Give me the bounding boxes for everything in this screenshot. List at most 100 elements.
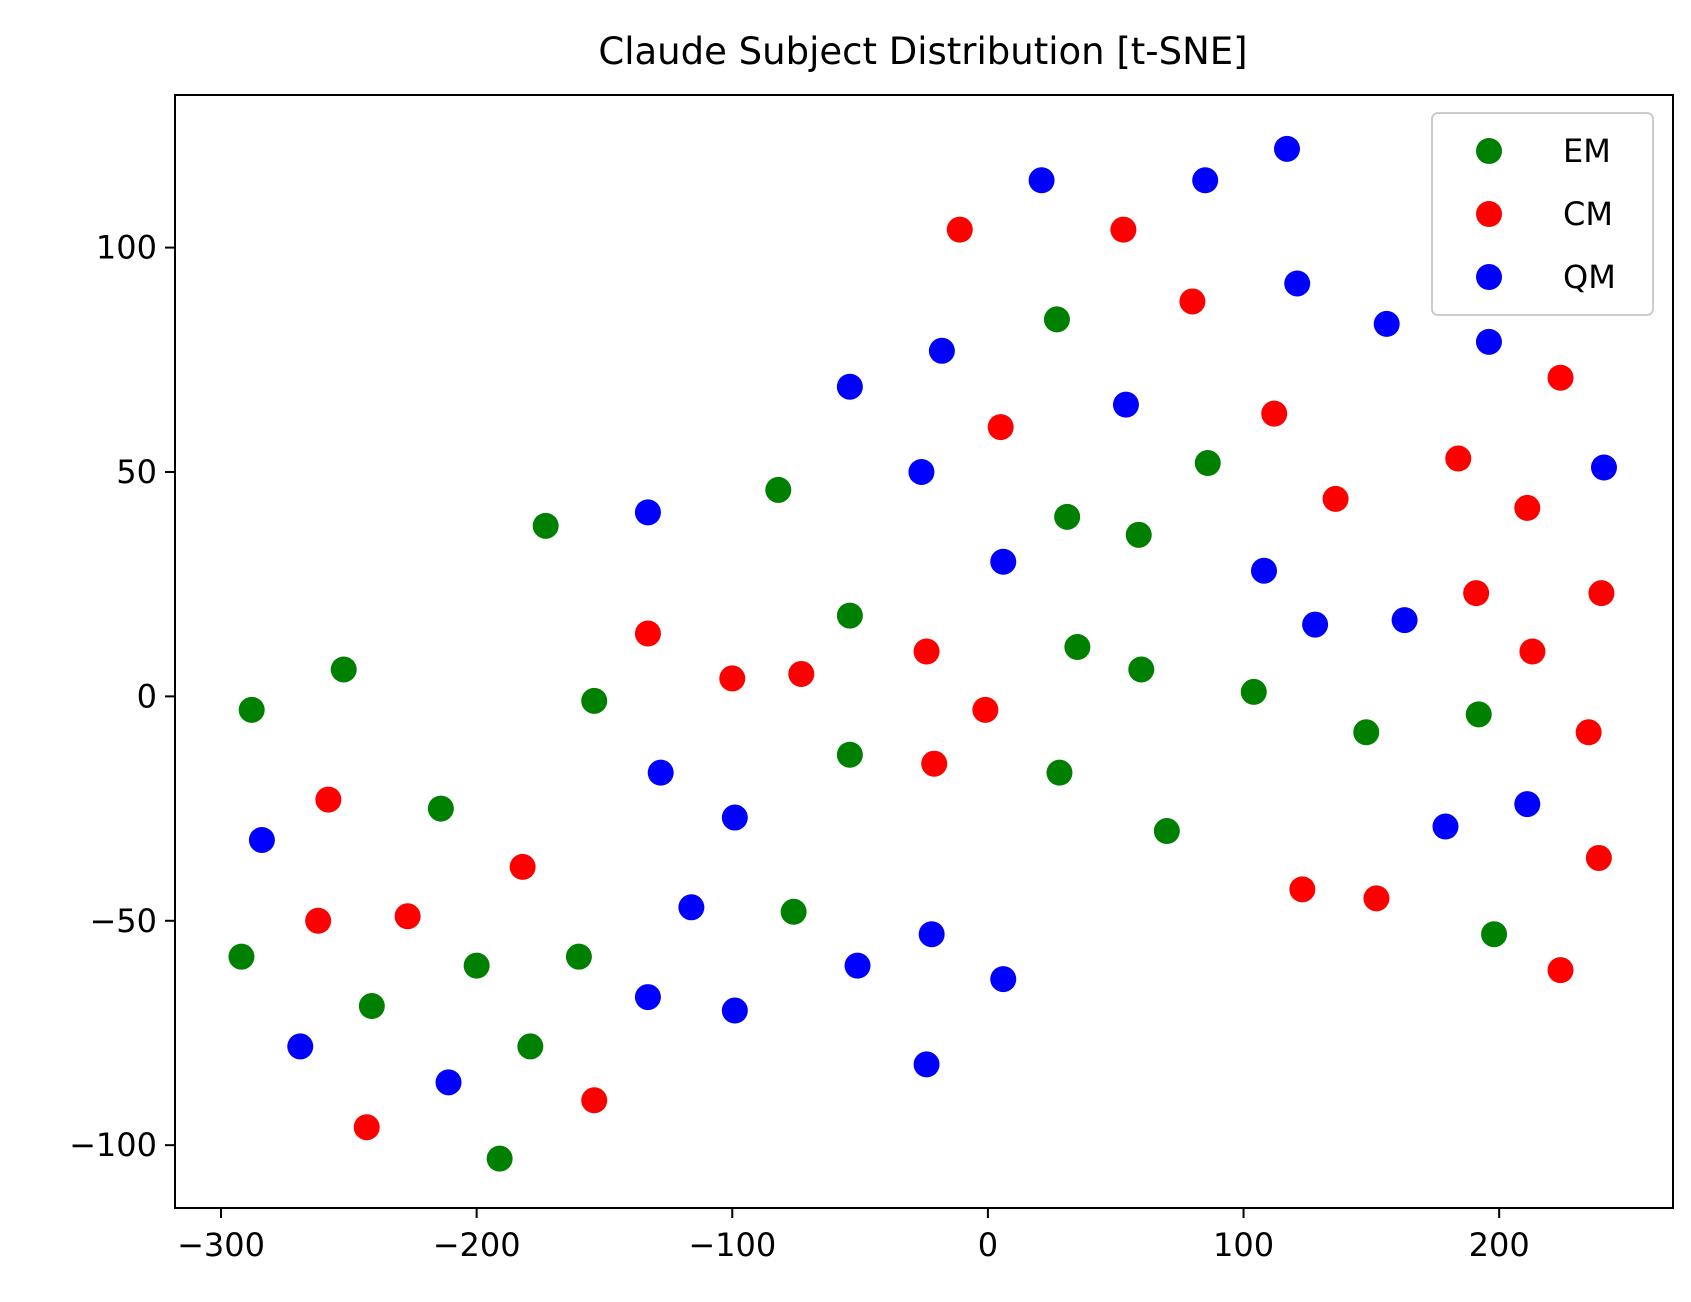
point-em-17 [1064,634,1091,661]
legend: EM CM QM [1431,112,1654,316]
chart-title: Claude Subject Distribution [t-SNE] [598,30,1247,73]
point-cm-21 [1463,580,1490,607]
point-qm-19 [1192,167,1219,194]
point-qm-7 [721,997,748,1024]
point-em-16 [1054,503,1081,530]
point-em-4 [358,993,385,1020]
axes-layer: −300 −200 −100 0 100 200 −100 −50 0 50 100 [69,229,1530,1264]
point-em-15 [1043,306,1070,333]
point-qm-2 [435,1069,462,1096]
point-cm-8 [788,660,815,687]
point-cm-19 [1363,885,1390,912]
point-cm-5 [581,1087,608,1114]
point-em-11 [765,476,792,503]
point-cm-17 [1322,485,1349,512]
point-qm-28 [1514,791,1541,818]
point-qm-15 [990,548,1017,575]
point-cm-6 [634,620,661,647]
point-qm-5 [678,894,705,921]
points-layer [228,135,1617,1172]
legend-label-qm: QM [1563,258,1616,296]
point-em-10 [532,512,559,539]
point-em-7 [517,1033,544,1060]
point-em-14 [780,898,807,925]
point-qm-12 [928,337,955,364]
point-qm-13 [918,921,945,948]
y-tick-label: 50 [116,453,157,491]
point-qm-4 [647,759,674,786]
point-em-0 [238,696,265,723]
point-cm-9 [913,638,940,665]
point-qm-26 [1432,813,1459,840]
point-qm-11 [908,458,935,485]
point-cm-15 [1179,288,1206,315]
point-em-9 [581,687,608,714]
point-cm-7 [719,665,746,692]
point-em-12 [836,602,863,629]
point-cm-11 [972,696,999,723]
plot-frame [174,94,1674,1209]
point-qm-23 [1302,611,1329,638]
point-qm-22 [1284,270,1311,297]
point-cm-28 [1547,957,1574,984]
legend-items: EM CM QM [1476,132,1616,296]
point-cm-12 [987,414,1014,441]
point-em-5 [463,952,490,979]
point-qm-16 [990,966,1017,993]
point-cm-3 [509,853,536,880]
legend-marker-cm [1476,201,1502,227]
point-em-2 [427,795,454,822]
x-tick-label: −100 [688,1226,776,1264]
x-tick-label: −300 [177,1226,265,1264]
point-em-6 [486,1145,513,1172]
point-qm-17 [1028,167,1055,194]
y-tick-label: −100 [69,1126,157,1164]
point-cm-23 [1519,638,1546,665]
point-em-13 [836,741,863,768]
point-qm-25 [1391,607,1418,634]
point-cm-24 [1547,364,1574,391]
point-em-19 [1125,521,1152,548]
point-em-23 [1240,678,1267,705]
point-em-24 [1353,719,1380,746]
y-tick-label: 0 [137,677,157,715]
point-cm-27 [1585,844,1612,871]
point-em-20 [1128,656,1155,683]
point-cm-2 [394,903,421,930]
point-cm-14 [1110,216,1137,243]
point-cm-25 [1575,719,1602,746]
y-tick-label: −50 [89,902,157,940]
point-cm-4 [353,1114,380,1141]
point-qm-3 [634,499,661,526]
legend-label-cm: CM [1563,195,1613,233]
point-cm-13 [946,216,973,243]
point-em-26 [1481,921,1508,948]
point-cm-10 [921,750,948,777]
point-cm-20 [1445,445,1472,472]
point-cm-26 [1588,580,1615,607]
point-qm-29 [1590,454,1617,481]
point-qm-0 [248,826,275,853]
legend-label-em: EM [1563,132,1611,170]
point-qm-6 [634,984,661,1011]
point-em-3 [228,943,255,970]
point-qm-9 [836,373,863,400]
legend-marker-qm [1476,264,1502,290]
point-qm-18 [1112,391,1139,418]
point-cm-1 [305,907,332,934]
point-cm-16 [1261,400,1288,427]
y-tick-label: 100 [96,229,157,267]
point-em-21 [1153,818,1180,845]
x-tick-label: −200 [433,1226,521,1264]
point-em-22 [1194,450,1221,477]
legend-marker-em [1476,138,1502,164]
point-qm-20 [1273,135,1300,162]
x-tick-label: 200 [1469,1226,1530,1264]
point-qm-10 [844,952,871,979]
point-qm-27 [1475,328,1502,355]
point-qm-21 [1250,557,1277,584]
point-qm-8 [721,804,748,831]
point-qm-14 [913,1051,940,1078]
